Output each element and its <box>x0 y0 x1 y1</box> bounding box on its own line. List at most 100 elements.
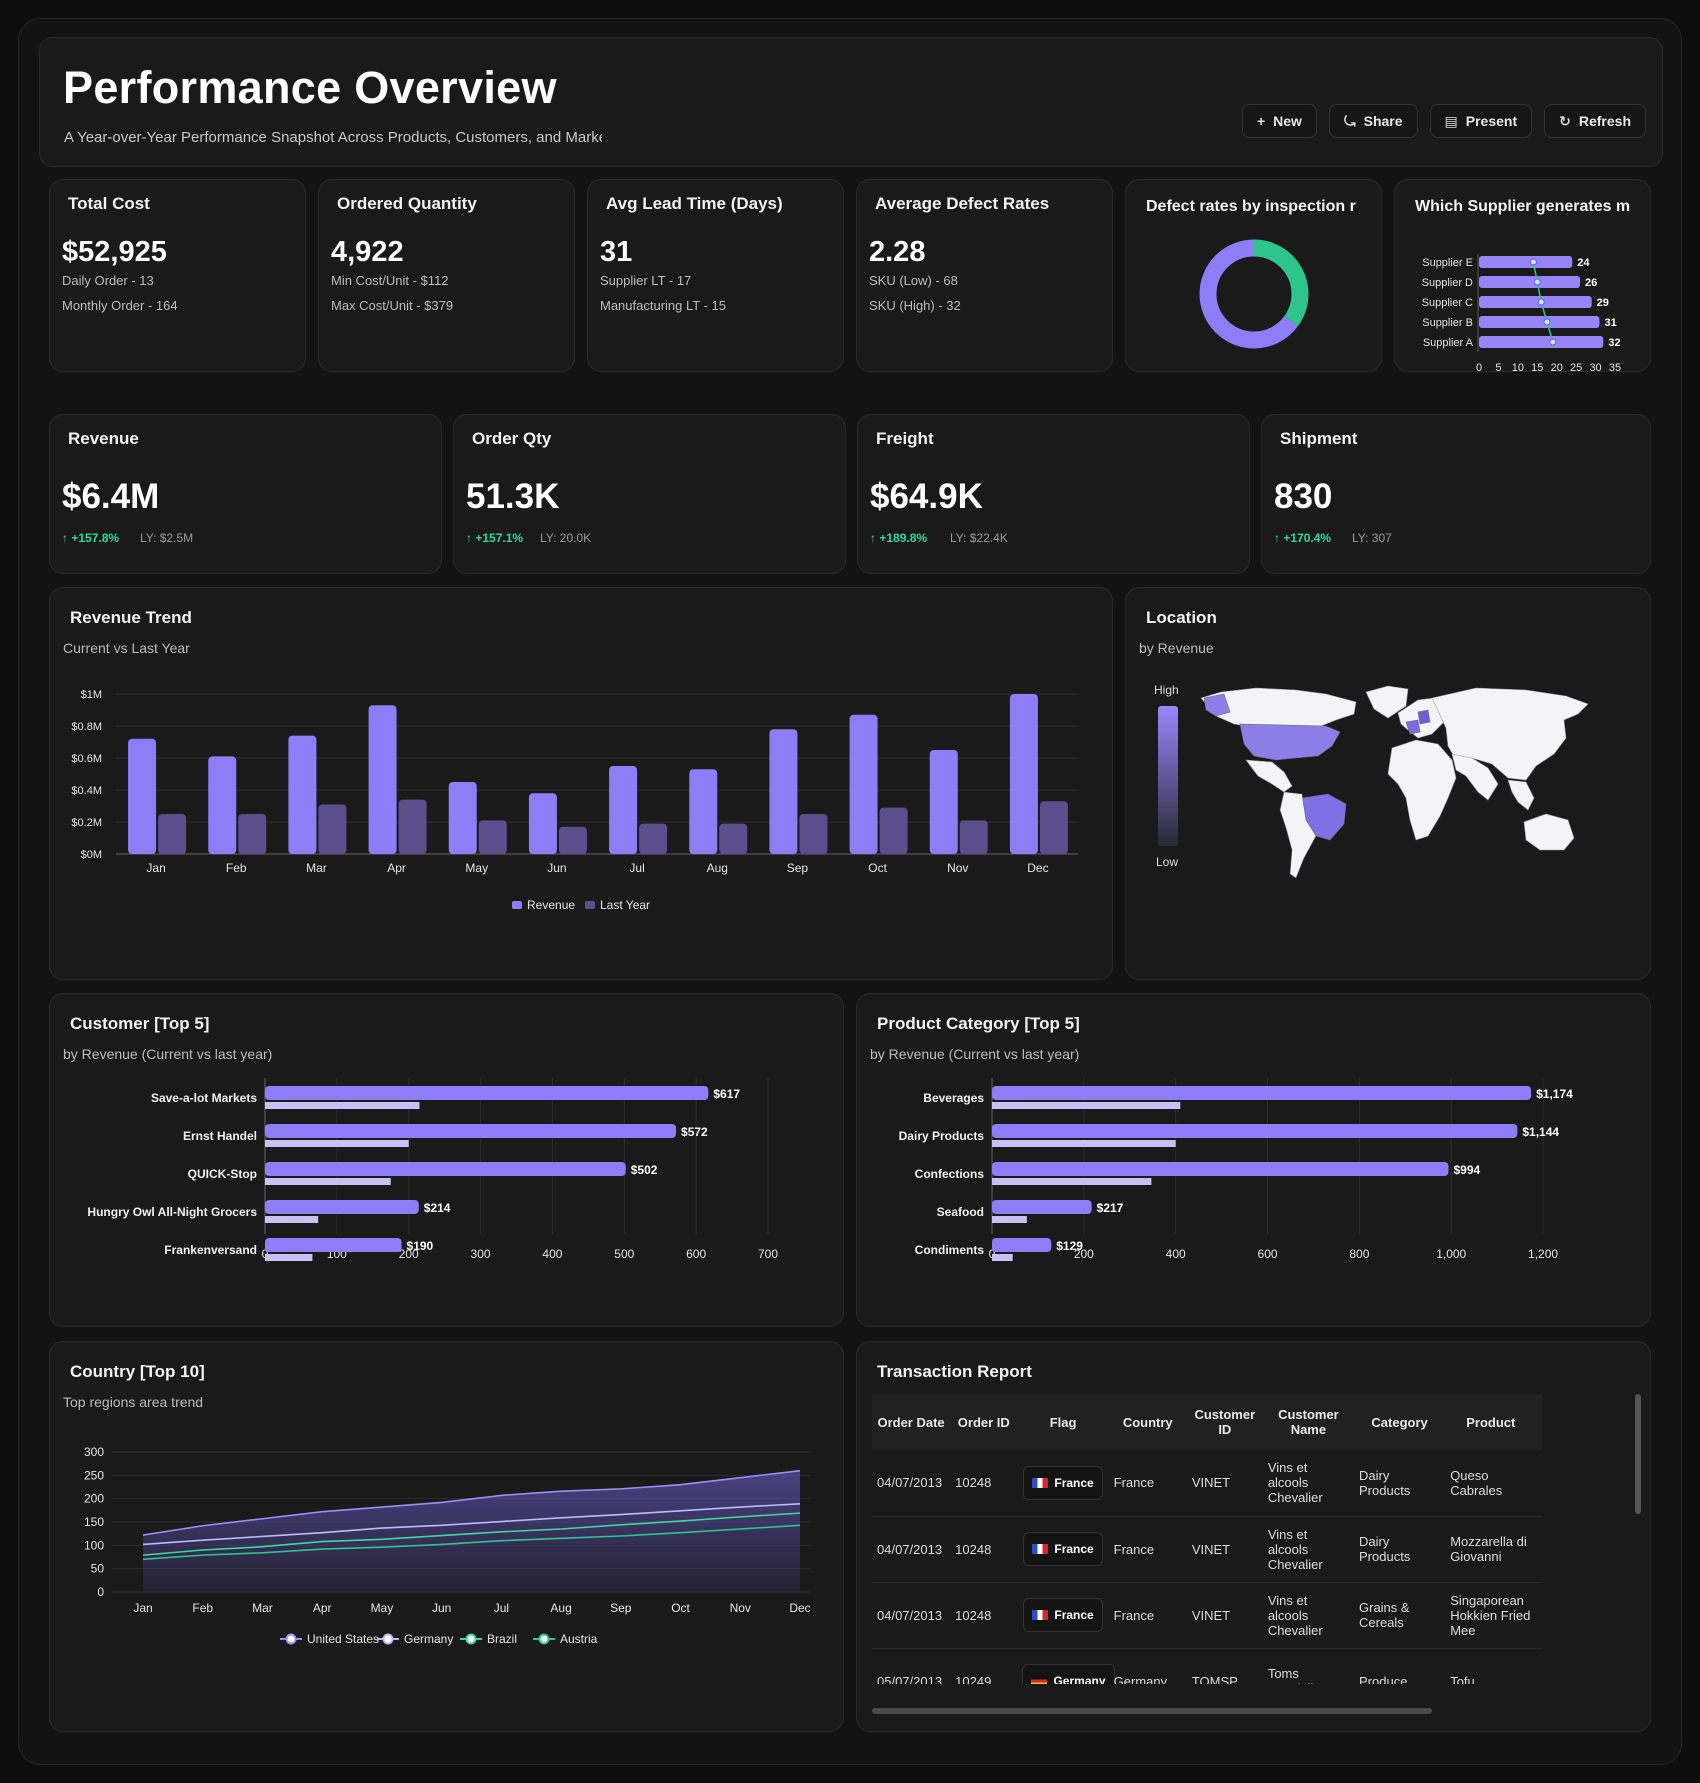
table-cell: 10248 <box>950 1516 1018 1583</box>
bar <box>1479 256 1573 268</box>
transaction-table: Order Date Order ID Flag Country Customer ID… <box>872 1394 1542 1684</box>
transaction-table-viewport[interactable]: Order Date Order ID Flag Country Customer ID… <box>872 1394 1542 1684</box>
tick-label: 200 <box>1074 1247 1094 1261</box>
column-header[interactable]: Unit Price <box>1536 1394 1542 1450</box>
column-header[interactable]: Product <box>1445 1394 1537 1450</box>
horizontal-scrollbar[interactable] <box>872 1708 1432 1714</box>
table-cell: 145 <box>1536 1582 1542 1649</box>
tick-label: Dec <box>789 1601 810 1615</box>
kpi-title: Ordered Quantity <box>337 194 477 213</box>
kpi-delta: ↑ +170.4% <box>1274 531 1332 545</box>
vertical-scrollbar[interactable] <box>1635 1394 1641 1514</box>
alaska <box>1203 693 1231 717</box>
tick-label: Feb <box>192 1601 213 1615</box>
tick-label: 100 <box>84 1538 104 1552</box>
legend-swatch <box>585 901 595 909</box>
column-header[interactable]: Customer ID <box>1186 1394 1263 1450</box>
column-header[interactable]: Flag <box>1017 1394 1109 1450</box>
defect-donut-chart <box>1199 239 1309 349</box>
card-title: Country [Top 10] <box>70 1362 205 1381</box>
card-subtitle: by Revenue (Current vs last year) <box>63 1046 273 1062</box>
table-cell: 10248 <box>950 1450 1018 1517</box>
tick-label: May <box>371 1601 394 1615</box>
column-header[interactable]: Category <box>1354 1394 1446 1450</box>
plus-icon: + <box>1256 113 1266 129</box>
page-header: Performance Overview A Year-over-Year Pe… <box>39 37 1663 167</box>
table-row[interactable]: 04/07/2013 10248 France France VINET Vins et … <box>872 1450 1542 1517</box>
tick-label: 400 <box>542 1247 562 1261</box>
tick-label: Apr <box>313 1601 332 1615</box>
tick-label: 500 <box>614 1247 634 1261</box>
legend-marker <box>538 1633 550 1645</box>
table-cell: Toms Spezialitäten <box>1262 1648 1354 1684</box>
data-label: $214 <box>424 1201 451 1215</box>
flag-label: France <box>1054 1475 1094 1490</box>
column-header[interactable]: Order ID <box>950 1394 1018 1450</box>
tick-label: Jul <box>629 861 644 875</box>
bar <box>1479 336 1604 348</box>
tick-label: Jan <box>133 1601 152 1615</box>
table-cell: Dairy Products <box>1354 1450 1446 1517</box>
table-row[interactable]: 04/07/2013 10248 France France VINET Vins et … <box>872 1516 1542 1583</box>
column-header[interactable]: Country <box>1108 1394 1187 1450</box>
tick-label: Condiments <box>915 1243 985 1257</box>
present-button[interactable]: ▤ Present <box>1429 104 1533 138</box>
dashboard-frame: Performance Overview A Year-over-Year Pe… <box>18 18 1682 1765</box>
tick-label: Sep <box>610 1601 632 1615</box>
donut-slice <box>1199 239 1309 349</box>
bar <box>398 799 427 854</box>
france-flag-icon <box>1032 1477 1049 1488</box>
kpi-revenue: Revenue $6.4M ↑ +157.8% LY: $2.5M <box>49 414 442 574</box>
card-title: Defect rates by inspection r <box>1146 198 1356 215</box>
bar <box>1479 296 1592 308</box>
legend-marker <box>382 1633 394 1645</box>
tick-label: Oct <box>868 861 887 875</box>
tick-label: Mar <box>306 861 327 875</box>
bar <box>318 804 347 854</box>
tick-label: Aug <box>550 1601 571 1615</box>
tick-label: Supplier E <box>1422 257 1473 269</box>
kpi-value: $6.4M <box>62 477 160 516</box>
table-cell: Dairy Products <box>1354 1516 1446 1583</box>
bar <box>558 826 587 854</box>
table-cell: France <box>1108 1582 1187 1649</box>
new-button[interactable]: + New <box>1241 104 1317 138</box>
kpi-title: Revenue <box>68 429 139 448</box>
bar-last-year <box>992 1140 1176 1147</box>
tick-label: Beverages <box>923 1091 984 1105</box>
world-map[interactable] <box>1126 588 1651 980</box>
australia <box>1523 813 1575 851</box>
tick-label: Oct <box>671 1601 690 1615</box>
bar <box>1039 801 1068 854</box>
flag-badge: France <box>1023 1465 1103 1500</box>
france-flag-icon <box>1032 1610 1049 1620</box>
tick-label: 50 <box>91 1562 105 1576</box>
tick-label: 35 <box>1609 362 1621 372</box>
table-row[interactable]: 04/07/2013 10248 France France VINET Vins et … <box>872 1582 1542 1649</box>
table-cell: Germany <box>1017 1648 1115 1684</box>
data-label: 24 <box>1577 257 1590 269</box>
kpi-line: Monthly Order - 164 <box>62 298 178 313</box>
table-cell: France <box>1017 1582 1109 1649</box>
location-card: Location by Revenue High Low <box>1125 587 1651 980</box>
refresh-button[interactable]: ↻ Refresh <box>1544 104 1646 138</box>
legend-label: Germany <box>404 1632 453 1646</box>
kpi-value: 830 <box>1274 477 1333 516</box>
kpi-total-cost: Total Cost $52,925 Daily Order - 13 Mont… <box>49 179 306 372</box>
column-header[interactable]: Customer Name <box>1262 1394 1354 1450</box>
data-label: 26 <box>1585 277 1597 289</box>
kpi-delta: ↑ +157.8% <box>62 531 120 545</box>
table-cell: 10248 <box>950 1582 1018 1649</box>
column-header[interactable]: Order Date <box>872 1394 951 1450</box>
southeast-asia <box>1507 779 1535 811</box>
present-icon: ▤ <box>1444 112 1458 129</box>
share-icon: ⤿ <box>1343 112 1356 129</box>
marker-point <box>1549 338 1557 346</box>
south-america <box>1279 791 1317 879</box>
tick-label: 25 <box>1570 362 1582 372</box>
share-button[interactable]: ⤿ Share <box>1328 104 1418 138</box>
data-label: $217 <box>1097 1201 1124 1215</box>
tick-label: May <box>465 861 488 875</box>
kpi-order-qty: Order Qty 51.3K ↑ +157.1% LY: 20.0K <box>453 414 846 574</box>
